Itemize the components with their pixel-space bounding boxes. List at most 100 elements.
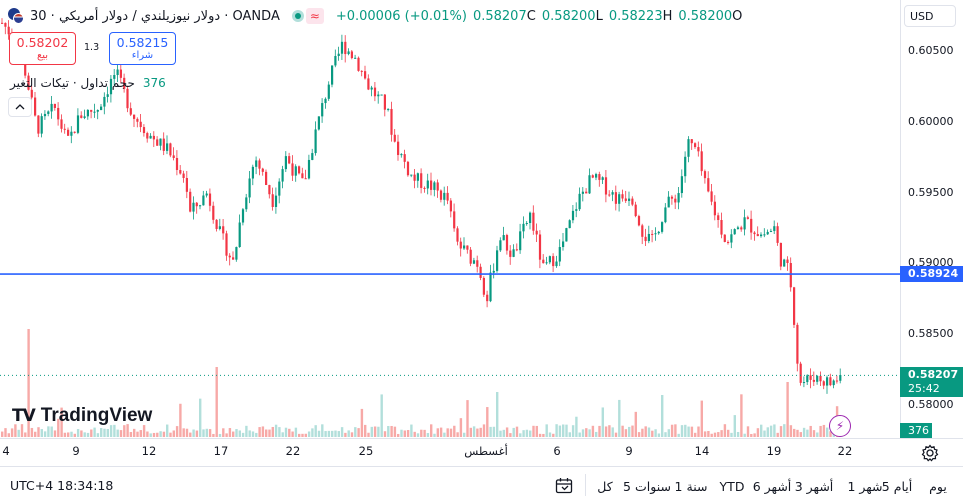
volume-bar bbox=[753, 433, 756, 437]
volume-bar bbox=[776, 432, 779, 437]
gear-icon[interactable] bbox=[921, 444, 939, 462]
volume-bar bbox=[179, 403, 182, 437]
volume-bar bbox=[674, 424, 677, 437]
candle-body bbox=[486, 294, 489, 302]
volume-bar bbox=[116, 429, 119, 437]
time-label: أغسطس bbox=[464, 444, 508, 458]
candle-body bbox=[515, 249, 518, 251]
volume-bar bbox=[37, 427, 40, 437]
range-1m[interactable]: 1 شهر bbox=[847, 479, 883, 494]
volume-bar bbox=[278, 427, 281, 437]
volume-bar bbox=[383, 431, 387, 437]
candle-body bbox=[73, 131, 76, 133]
candle-body bbox=[410, 174, 413, 176]
volume-bar bbox=[680, 425, 684, 437]
time-label: 17 bbox=[213, 444, 229, 458]
volume-bar bbox=[232, 431, 235, 437]
sell-button[interactable]: 0.58202 بيع bbox=[9, 32, 76, 65]
range-all[interactable]: كل bbox=[597, 479, 613, 494]
volume-bar bbox=[446, 428, 449, 437]
volume-bar bbox=[86, 432, 90, 437]
candle-body bbox=[786, 259, 789, 263]
candle-body bbox=[694, 143, 697, 148]
volume-bar bbox=[743, 433, 746, 437]
spread-value: 1.3 bbox=[84, 42, 100, 53]
candle-body bbox=[383, 94, 386, 110]
chart-pane[interactable]: دولار نيوزيلندي / دولار أمريكي · 30 · OA… bbox=[0, 0, 900, 438]
candle-body bbox=[713, 201, 716, 216]
volume-bar bbox=[50, 426, 53, 437]
volume-bar bbox=[423, 429, 426, 437]
candle-body bbox=[532, 212, 535, 231]
candle-body bbox=[472, 260, 476, 264]
symbol-title[interactable]: دولار نيوزيلندي / دولار أمريكي · 30 · OA… bbox=[30, 8, 280, 24]
volume-bar bbox=[634, 411, 637, 437]
candle-body bbox=[476, 260, 479, 267]
volume-bar bbox=[67, 432, 70, 437]
volume-bar bbox=[215, 367, 218, 437]
volume-bar bbox=[119, 430, 123, 437]
volume-bar bbox=[525, 429, 529, 437]
range-ytd[interactable]: YTD bbox=[719, 479, 745, 494]
wave-icon[interactable]: ≈ bbox=[305, 8, 324, 24]
range-5d[interactable]: 5 أيام bbox=[881, 479, 913, 494]
volume-bar bbox=[258, 427, 261, 437]
clock-timezone[interactable]: UTC+4 18:34:18 bbox=[10, 478, 114, 493]
candle-body bbox=[307, 159, 311, 179]
volume-bar bbox=[667, 429, 670, 437]
candlestick-chart[interactable] bbox=[0, 0, 900, 438]
candle-body bbox=[753, 232, 756, 235]
volume-bar bbox=[156, 432, 159, 437]
volume-bar bbox=[677, 433, 680, 437]
time-label: 22 bbox=[285, 444, 301, 458]
candle-body bbox=[558, 247, 561, 262]
volume-bar bbox=[301, 433, 304, 437]
candle-body bbox=[126, 88, 129, 109]
time-label: 14 bbox=[694, 444, 710, 458]
volume-bar bbox=[199, 398, 202, 437]
price-axis[interactable] bbox=[900, 0, 963, 438]
volume-bar bbox=[106, 429, 109, 437]
candle-body bbox=[710, 191, 713, 202]
volume-bar bbox=[380, 394, 383, 437]
volume-bar bbox=[542, 433, 545, 437]
volume-bar bbox=[185, 428, 189, 437]
candle-body bbox=[608, 194, 611, 196]
candle-body bbox=[684, 156, 687, 177]
time-label: 6 bbox=[553, 444, 561, 458]
candle-body bbox=[505, 235, 509, 251]
range-1d[interactable]: يوم bbox=[929, 479, 947, 494]
volume-bar bbox=[472, 426, 476, 437]
candle-body bbox=[129, 108, 132, 115]
candle-body bbox=[595, 174, 598, 178]
candle-body bbox=[265, 171, 268, 186]
currency-selector[interactable]: USD bbox=[904, 5, 956, 27]
tradingview-logo[interactable]: TV TradingView bbox=[12, 405, 152, 427]
candle-body bbox=[548, 256, 551, 263]
volume-bar bbox=[621, 425, 624, 437]
range-5y[interactable]: 5 سنوات bbox=[623, 479, 671, 494]
horizontal-line-price-tag[interactable]: 0.58924 bbox=[900, 266, 963, 283]
buy-button[interactable]: 0.58215 شراء bbox=[109, 32, 176, 65]
candle-body bbox=[314, 129, 317, 154]
time-axis[interactable] bbox=[0, 438, 963, 466]
volume-bar bbox=[7, 433, 10, 437]
candle-body bbox=[255, 160, 258, 167]
range-3m[interactable]: 3 أشهر bbox=[794, 479, 834, 494]
volume-bar bbox=[802, 427, 806, 437]
volume-bar bbox=[149, 433, 152, 437]
price-tick: 0.59500 bbox=[908, 185, 954, 199]
range-1y[interactable]: 1 سنة bbox=[674, 479, 708, 494]
candle-body bbox=[397, 141, 400, 156]
range-6m[interactable]: 6 أشهر bbox=[752, 479, 792, 494]
candle-body bbox=[53, 103, 56, 108]
candle-body bbox=[436, 182, 439, 191]
candle-body bbox=[499, 240, 502, 251]
candle-body bbox=[736, 227, 740, 230]
market-status-icon[interactable] bbox=[291, 10, 304, 22]
lightning-icon[interactable]: ⚡ bbox=[829, 415, 851, 437]
candle-body bbox=[294, 166, 297, 176]
volume-legend-label[interactable]: حجم تداول · تيكات التغير bbox=[10, 76, 135, 90]
calendar-goto-icon[interactable] bbox=[555, 477, 573, 494]
collapse-legend-button[interactable] bbox=[8, 97, 32, 117]
